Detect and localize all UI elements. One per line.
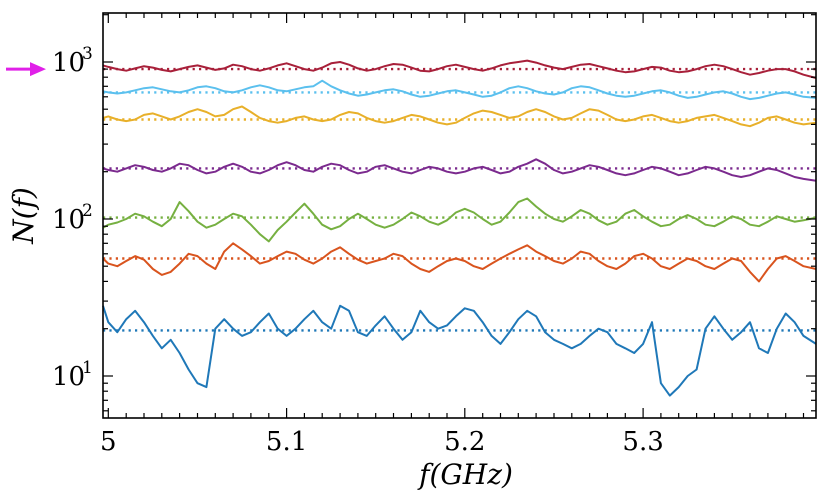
arrow-head <box>30 62 46 77</box>
y-tick-label-exponent: 1 <box>82 358 93 378</box>
series-line-2 <box>102 79 817 101</box>
series-line-4 <box>102 158 817 182</box>
y-tick-label-base: 10 <box>52 48 85 78</box>
arrow-marker-icon <box>6 62 46 77</box>
axes-layer <box>102 12 817 419</box>
y-tick-label-exponent: 3 <box>82 44 93 64</box>
y-tick-label-exponent: 2 <box>82 201 93 221</box>
x-axis-title: f(GHz) <box>417 458 513 491</box>
x-tick-label: 5.2 <box>444 427 485 457</box>
series-line-1 <box>102 59 817 79</box>
series-line-7 <box>102 304 817 397</box>
y-tick-label-base: 10 <box>52 362 85 392</box>
plot-frame <box>102 12 817 419</box>
y-tick-label-base: 10 <box>52 205 85 235</box>
series-line-6 <box>102 242 817 283</box>
x-tick-label: 5.1 <box>266 427 307 457</box>
series-layer <box>102 59 817 397</box>
series-line-3 <box>102 105 817 128</box>
y-axis-title: N(f) <box>7 187 40 245</box>
series-line-5 <box>102 197 817 243</box>
x-tick-label: 5.3 <box>622 427 663 457</box>
x-tick-label: 5 <box>100 427 117 457</box>
